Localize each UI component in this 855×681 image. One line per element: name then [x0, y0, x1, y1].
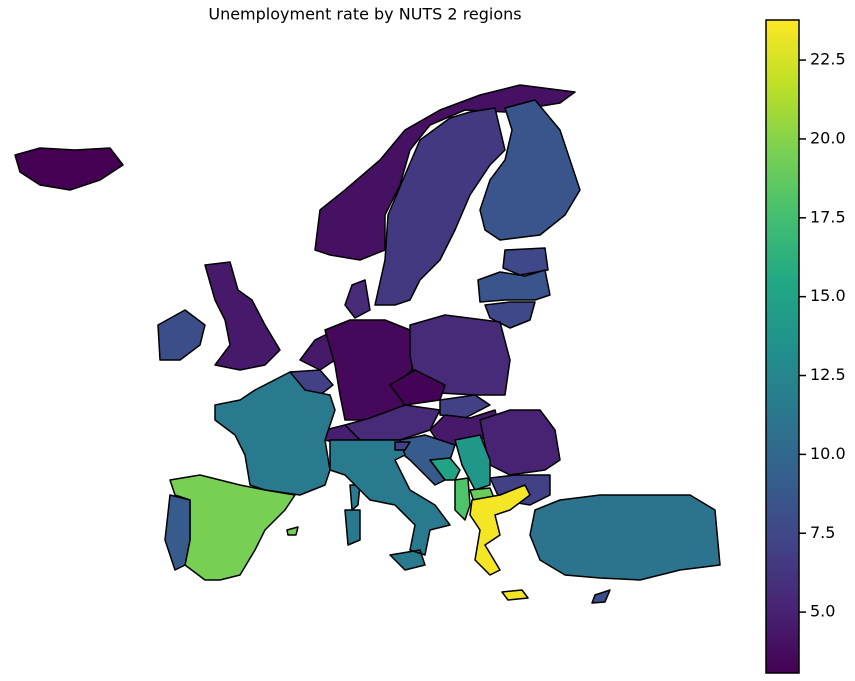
map	[14, 84, 721, 604]
chart-title: Unemployment rate by NUTS 2 regions	[208, 5, 521, 24]
colorbar-tick-label: 17.5	[810, 207, 846, 226]
colorbar	[765, 19, 800, 674]
region	[204, 261, 281, 371]
region	[389, 369, 446, 406]
region	[374, 107, 506, 306]
colorbar-tick-label: 20.0	[810, 128, 846, 147]
colorbar-tick-label: 22.5	[810, 50, 846, 69]
region	[479, 99, 581, 241]
region	[529, 494, 721, 581]
region	[454, 477, 471, 521]
region	[429, 457, 461, 481]
region	[469, 484, 531, 601]
colorbar-tick-label: 7.5	[810, 523, 835, 542]
region	[394, 441, 411, 451]
region	[502, 247, 549, 276]
region	[477, 269, 551, 303]
region	[344, 279, 371, 319]
colorbar-tick-label: 5.0	[810, 602, 835, 621]
region	[439, 394, 491, 419]
region	[14, 147, 124, 191]
colorbar-tick-label: 10.0	[810, 444, 846, 463]
colorbar-tick-label: 15.0	[810, 286, 846, 305]
region	[157, 309, 206, 361]
region	[479, 409, 561, 476]
region	[454, 434, 491, 491]
region	[324, 319, 413, 421]
region	[164, 494, 191, 571]
region	[409, 314, 511, 396]
colorbar-tick-label: 12.5	[810, 365, 846, 384]
region	[591, 589, 611, 604]
